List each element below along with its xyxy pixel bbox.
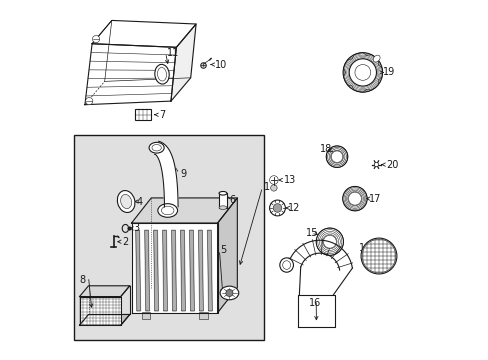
Circle shape	[225, 289, 233, 297]
Polygon shape	[171, 24, 196, 101]
Text: 14: 14	[359, 243, 371, 253]
Text: 8: 8	[80, 275, 85, 285]
Text: 9: 9	[180, 169, 186, 179]
Ellipse shape	[149, 142, 164, 153]
Text: 5: 5	[220, 245, 226, 255]
Ellipse shape	[372, 55, 379, 62]
Bar	[199, 312, 207, 319]
Ellipse shape	[158, 204, 177, 217]
Bar	[142, 312, 150, 319]
Text: 2: 2	[122, 237, 128, 247]
Text: 11: 11	[167, 48, 179, 58]
Polygon shape	[80, 315, 129, 325]
Ellipse shape	[155, 64, 169, 84]
Circle shape	[273, 204, 281, 212]
Text: 3: 3	[133, 224, 139, 233]
Text: 1: 1	[264, 182, 270, 192]
Text: 18: 18	[319, 144, 331, 154]
Text: 10: 10	[215, 59, 227, 69]
Circle shape	[269, 176, 278, 184]
Polygon shape	[85, 44, 176, 105]
Text: 6: 6	[228, 195, 235, 205]
Ellipse shape	[121, 194, 131, 208]
Ellipse shape	[279, 258, 293, 272]
Ellipse shape	[219, 206, 226, 210]
Text: 20: 20	[385, 159, 397, 170]
Circle shape	[270, 185, 277, 191]
Text: 17: 17	[368, 194, 381, 204]
Polygon shape	[80, 297, 121, 325]
Ellipse shape	[117, 190, 135, 212]
Text: 19: 19	[383, 67, 395, 77]
Circle shape	[85, 98, 93, 105]
Circle shape	[330, 151, 342, 162]
Polygon shape	[131, 223, 217, 313]
Polygon shape	[207, 230, 212, 311]
Text: 12: 12	[287, 203, 299, 213]
Text: 7: 7	[159, 110, 165, 120]
Polygon shape	[131, 198, 237, 223]
Polygon shape	[80, 286, 129, 297]
Bar	[135, 109, 151, 120]
Text: 4: 4	[137, 197, 143, 207]
Polygon shape	[136, 230, 140, 311]
Ellipse shape	[220, 286, 238, 300]
Bar	[74, 135, 264, 339]
Circle shape	[348, 59, 376, 86]
Circle shape	[348, 192, 361, 205]
Polygon shape	[180, 230, 185, 311]
Circle shape	[323, 235, 336, 248]
Circle shape	[373, 162, 378, 167]
Text: 15: 15	[305, 228, 317, 238]
Polygon shape	[198, 230, 203, 311]
Polygon shape	[163, 230, 167, 311]
Bar	[219, 193, 226, 208]
Polygon shape	[171, 230, 176, 311]
Polygon shape	[217, 198, 237, 313]
Polygon shape	[153, 230, 158, 311]
Polygon shape	[154, 141, 178, 207]
Ellipse shape	[219, 192, 226, 195]
Polygon shape	[144, 230, 149, 311]
Polygon shape	[288, 240, 352, 270]
Circle shape	[92, 36, 100, 42]
Text: 13: 13	[283, 175, 295, 185]
Text: 16: 16	[308, 298, 321, 308]
Circle shape	[269, 200, 285, 216]
Polygon shape	[189, 230, 194, 311]
Circle shape	[360, 238, 396, 274]
Polygon shape	[297, 295, 335, 327]
